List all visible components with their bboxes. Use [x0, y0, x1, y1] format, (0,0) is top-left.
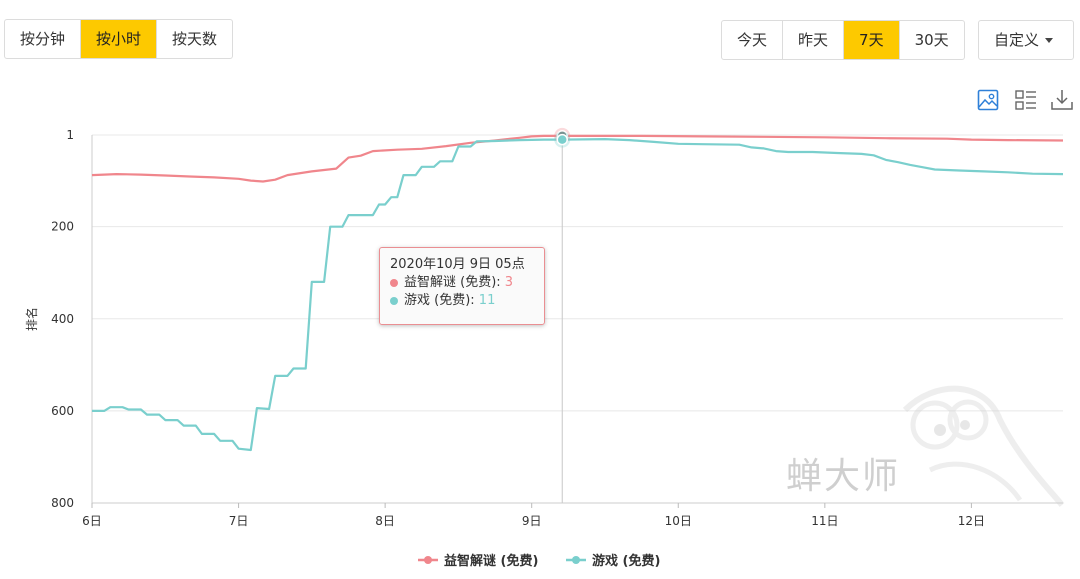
chart-tooltip: 2020年10月 9日 05点 益智解谜 (免费): 3 游戏 (免费): 11 — [379, 247, 545, 325]
list-view-icon[interactable] — [1014, 88, 1038, 112]
image-icon[interactable] — [976, 88, 1000, 112]
x-tick-label: 11日 — [811, 514, 838, 528]
custom-range-label: 自定义 — [994, 31, 1040, 49]
x-tick-label: 8日 — [375, 514, 395, 528]
y-tick-label: 600 — [51, 404, 74, 418]
tooltip-series-value: 3 — [504, 275, 514, 290]
x-tick-label: 10日 — [665, 514, 692, 528]
series-line-0 — [91, 134, 1064, 183]
y-axis-label: 排名 — [24, 307, 39, 331]
custom-range-dropdown[interactable]: 自定义 — [978, 20, 1074, 60]
tooltip-series-name: 游戏 (免费): — [404, 293, 475, 308]
tooltip-series-name: 益智解谜 (免费): — [404, 275, 501, 290]
tooltip-row-games: 游戏 (免费): 11 — [390, 292, 534, 310]
watermark-text: 蝉大师 — [786, 456, 901, 497]
tooltip-title: 2020年10月 9日 05点 — [390, 257, 525, 272]
y-tick-label: 800 — [51, 496, 74, 510]
granularity-toggle: 按分钟 按小时 按天数 — [4, 19, 234, 59]
hover-point-1 — [556, 133, 568, 146]
legend-swatch-dot — [572, 556, 580, 564]
granularity-button-1[interactable]: 按小时 — [80, 20, 157, 58]
series-dot-icon — [390, 278, 398, 287]
legend-label-1: 游戏 (免费) — [592, 553, 660, 569]
range-button-1[interactable]: 昨天 — [782, 21, 843, 59]
legend-label-0: 益智解谜 (免费) — [444, 553, 538, 569]
chevron-down-icon — [1045, 38, 1054, 43]
granularity-button-2[interactable]: 按天数 — [156, 20, 232, 58]
granularity-button-0[interactable]: 按分钟 — [20, 30, 66, 48]
x-tick-label: 7日 — [229, 514, 249, 528]
tooltip-row-puzzle: 益智解谜 (免费): 3 — [390, 274, 534, 292]
series-dot-icon — [390, 296, 398, 305]
tooltip-series-value: 11 — [478, 293, 496, 308]
y-tick-label: 200 — [51, 220, 74, 234]
date-range-toggle: 今天 昨天 7天 30天 — [721, 20, 965, 60]
range-button-3[interactable]: 30天 — [898, 21, 964, 59]
range-button-2[interactable]: 7天 — [843, 21, 899, 59]
x-tick-label: 9日 — [522, 514, 542, 528]
download-icon[interactable] — [1050, 88, 1074, 112]
y-tick-label: 400 — [51, 312, 74, 326]
series-line-1 — [92, 138, 1064, 452]
range-button-0[interactable]: 今天 — [737, 31, 768, 49]
x-tick-label: 12日 — [958, 514, 985, 528]
legend-swatch-dot — [424, 556, 432, 564]
y-tick-label: 1 — [66, 128, 74, 142]
x-tick-label: 6日 — [82, 514, 102, 528]
watermark-logo — [902, 385, 1065, 507]
